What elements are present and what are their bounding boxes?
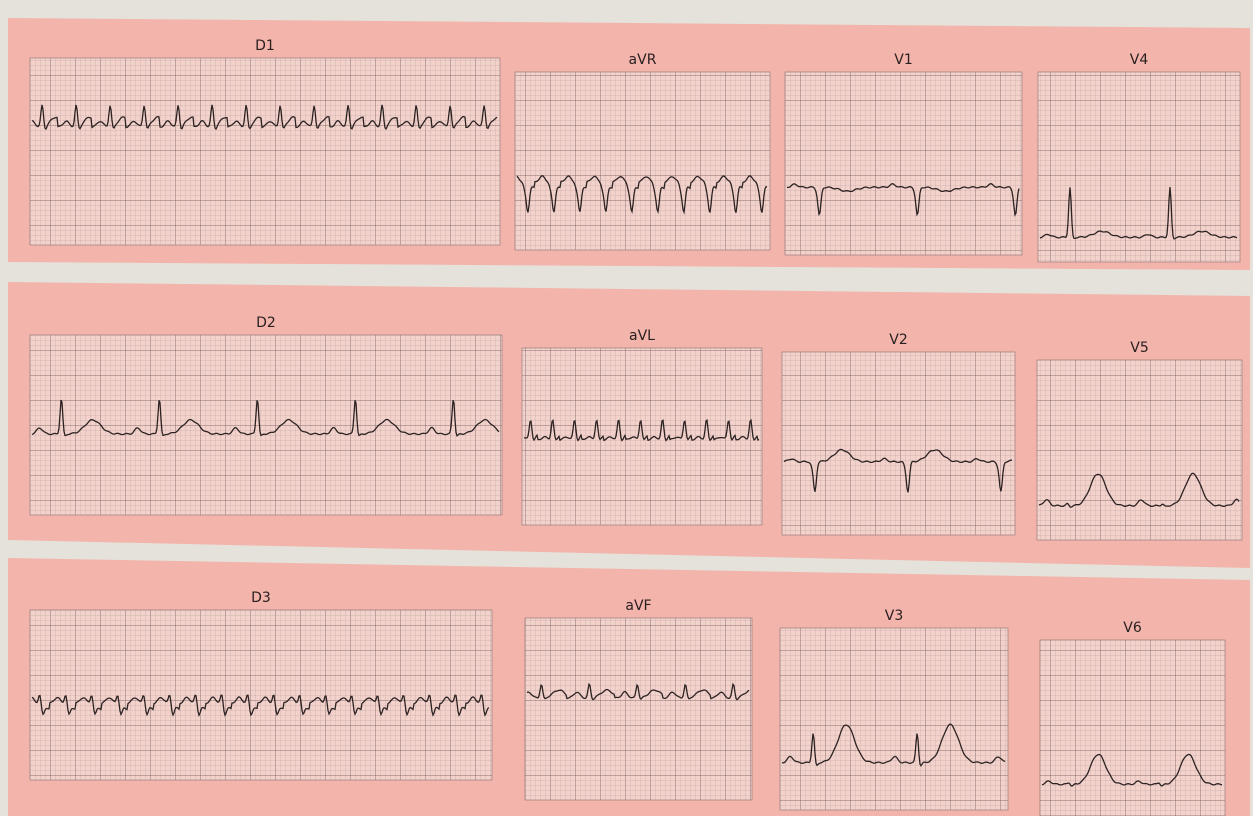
- lead-panel: D3: [30, 590, 492, 780]
- grid-paper: [525, 618, 752, 800]
- grid-paper: [1040, 640, 1225, 816]
- lead-panel: D2: [30, 315, 502, 515]
- page: D1aVRV1V4D2aVLV2V5D3aVFV3V6 (() => { con…: [0, 0, 1253, 816]
- lead-panel: V6: [1040, 620, 1225, 816]
- lead-panel: aVR: [515, 52, 770, 250]
- ecg-sheet: D1 aVR V1 V4 D2 aVL V2 V5 D3 aVF V3 V6: [0, 0, 1253, 816]
- lead-label: D3: [251, 590, 271, 606]
- grid-paper: [515, 72, 770, 250]
- grid-paper: [1037, 360, 1242, 540]
- grid-paper: [780, 628, 1008, 810]
- lead-label: aVR: [629, 52, 657, 68]
- lead-label: V5: [1130, 340, 1148, 356]
- lead-panel: aVF: [525, 598, 752, 800]
- lead-label: V6: [1123, 620, 1142, 636]
- lead-label: aVL: [629, 328, 655, 344]
- grid-paper: [30, 610, 492, 780]
- lead-label: D2: [256, 315, 276, 331]
- lead-label: D1: [255, 38, 275, 54]
- grid-paper: [30, 58, 500, 245]
- lead-label: aVF: [625, 598, 651, 614]
- grid-paper: [785, 72, 1022, 255]
- lead-panel: V1: [785, 52, 1022, 255]
- lead-label: V2: [889, 332, 907, 348]
- lead-label: V3: [885, 608, 903, 624]
- lead-panel: V5: [1037, 340, 1242, 540]
- lead-panel: D1: [30, 38, 500, 245]
- lead-panel: V2: [782, 332, 1015, 535]
- lead-panel: V4: [1038, 52, 1240, 262]
- grid-paper: [782, 352, 1015, 535]
- lead-panel: aVL: [522, 328, 762, 525]
- lead-panel: V3: [780, 608, 1008, 810]
- lead-label: V4: [1130, 52, 1149, 68]
- lead-label: V1: [894, 52, 912, 68]
